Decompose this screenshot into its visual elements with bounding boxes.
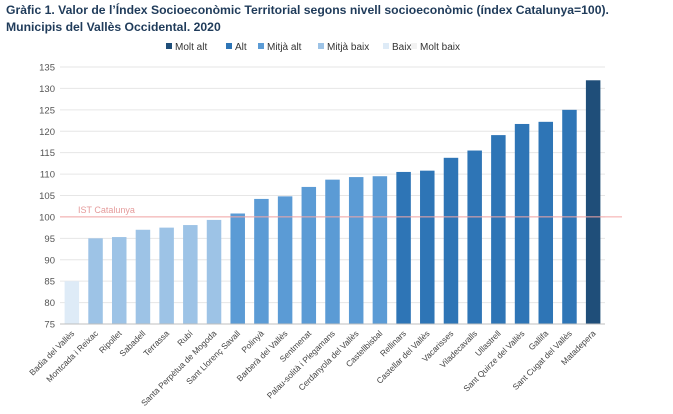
bar [88,238,103,324]
y-tick-label: 110 [40,170,55,181]
bar [277,196,293,324]
y-axis: 75 80 85 90 95 100 105 110 115 120 125 130 135 [39,63,55,331]
bar [64,281,80,324]
bar [206,219,222,324]
bar [491,135,506,324]
legend-swatch [411,43,417,49]
y-tick-label: 135 [39,63,55,74]
legend-swatch [258,43,264,49]
bar [301,186,317,324]
y-tick-label: 85 [44,277,55,288]
chart-title: Gràfic 1. Valor de l’Índex Socioeconòmic… [6,3,609,34]
bar [585,80,601,324]
y-tick-label: 115 [40,148,55,159]
bar [396,171,411,324]
reference-line-label: IST Catalunya [78,205,135,215]
bar [111,237,127,324]
grid [60,66,605,325]
legend-label: Mitjà alt [267,42,302,53]
bar [325,179,340,324]
legend-swatch [226,43,232,49]
legend-swatch [166,43,172,49]
bar [230,213,245,324]
y-tick-label: 95 [44,234,55,245]
y-tick-label: 120 [39,127,55,138]
bar [348,177,364,324]
x-tick-label: Terrassa [141,328,171,358]
legend-label: Molt baix [420,42,460,53]
y-tick-label: 125 [39,105,55,116]
bar [254,198,269,324]
legend-swatch [383,43,389,49]
legend-label: Baix [392,42,411,53]
legend-swatch [318,43,324,49]
legend-label: Mitjà baix [327,42,369,53]
legend: Molt alt Alt Mitjà alt Mitjà baix Baix Molt b… [166,42,460,53]
bar [538,121,554,325]
y-tick-label: 130 [39,84,55,95]
bar [514,123,530,325]
bar [159,227,174,324]
bar [420,170,435,324]
bar [135,229,151,324]
y-tick-label: 75 [44,320,55,331]
legend-label: Molt alt [175,42,207,53]
bars [64,80,601,325]
bar [467,150,482,324]
bar [443,157,459,324]
legend-label: Alt [235,42,247,53]
y-tick-label: 90 [44,255,55,266]
bar [183,225,198,324]
reference-line-group: IST Catalunya [60,205,622,218]
bar [372,176,388,324]
y-tick-label: 100 [39,212,55,223]
y-tick-label: 105 [39,191,55,202]
y-tick-label: 80 [44,298,55,309]
x-tick-label: Rubí [175,328,195,348]
